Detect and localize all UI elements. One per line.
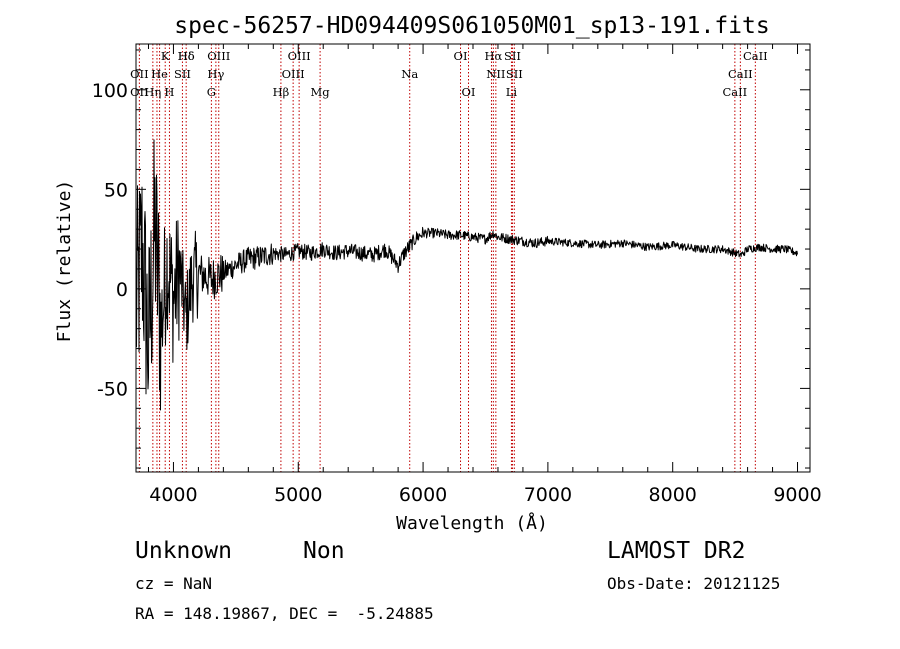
x-tick-label: 8000 — [649, 484, 697, 506]
line-marker-label: SII — [174, 67, 191, 81]
chart-title: spec-56257-HD094409S061050M01_sp13-191.f… — [174, 13, 769, 39]
line-marker-label: CaII — [722, 85, 747, 99]
redshift-text: cz = NaN — [135, 574, 213, 593]
x-axis-ticks: 4000 5000 6000 7000 8000 9000 — [147, 44, 822, 506]
line-marker-label: Hβ — [273, 85, 290, 99]
y-axis-label: Flux (relative) — [54, 180, 75, 343]
line-marker-label: OII — [130, 85, 149, 99]
x-tick-label: 5000 — [274, 484, 322, 506]
line-marker-label: OI — [462, 85, 476, 99]
line-marker-label: Mg — [311, 85, 331, 99]
line-marker-label: Hα — [484, 49, 502, 63]
spectrum-series — [135, 139, 798, 411]
line-marker-label: Hδ — [178, 49, 195, 63]
object-subclass: Non — [303, 538, 345, 564]
line-marker-label: OIII — [207, 49, 230, 63]
emission-line-markers — [138, 44, 756, 472]
object-class: Unknown — [135, 538, 232, 564]
line-marker-label: Hδ — [178, 49, 195, 63]
line-marker-label: OI — [454, 49, 468, 63]
plot-frame — [135, 43, 811, 473]
obs-date-text: Obs-Date: 20121125 — [607, 574, 781, 593]
line-marker-label: OIII — [288, 49, 311, 63]
x-axis-label: Wavelength (Å) — [396, 512, 548, 534]
line-marker-label: NII — [486, 67, 505, 81]
line-marker-label: SII — [506, 67, 523, 81]
y-tick-label: 0 — [116, 279, 128, 301]
line-marker-label: OIII — [282, 67, 305, 81]
line-marker-label: Hη — [144, 85, 161, 99]
line-marker-label: K — [161, 49, 170, 63]
line-marker-label: CaII — [728, 67, 753, 81]
y-tick-label: -50 — [97, 378, 128, 400]
line-marker-label: CaII — [743, 49, 768, 63]
survey-name: LAMOST DR2 — [607, 538, 746, 564]
coordinates-text: RA = 148.19867, DEC = -5.24885 — [135, 604, 434, 623]
line-marker-label: Hγ — [207, 67, 224, 81]
line-marker-label: Na — [401, 67, 418, 81]
line-marker-label: SII — [504, 49, 521, 63]
line-marker-label: G — [207, 85, 216, 99]
y-tick-label: 50 — [104, 179, 128, 201]
line-marker-label: Li — [506, 85, 518, 99]
x-tick-label: 7000 — [524, 484, 572, 506]
spectrum-line — [135, 139, 798, 411]
line-marker-label: OII — [130, 67, 149, 81]
y-tick-label: 100 — [92, 80, 128, 102]
line-marker-label: He — [151, 67, 168, 81]
x-tick-label: 4000 — [149, 484, 197, 506]
x-tick-label: 9000 — [773, 484, 821, 506]
line-marker-label: H — [164, 85, 174, 99]
y-axis-ticks: -50 0 50 100 — [92, 49, 810, 469]
x-tick-label: 6000 — [399, 484, 447, 506]
